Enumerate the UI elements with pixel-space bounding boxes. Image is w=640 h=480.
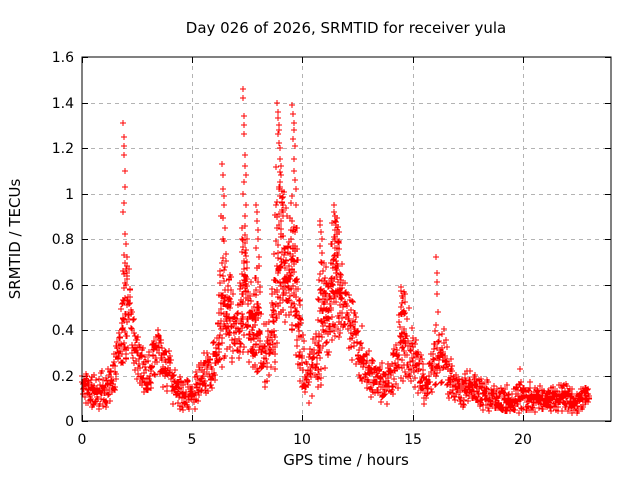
y-tick-label: 0.6 [52, 278, 74, 294]
y-tick-label: 1.4 [52, 96, 74, 112]
y-tick-label: 0 [65, 414, 74, 430]
grid-lines [83, 58, 610, 420]
x-tick-label: 0 [78, 432, 87, 448]
x-tick-label: 20 [514, 432, 532, 448]
x-tick-label: 10 [293, 432, 311, 448]
y-tick-label: 0.2 [52, 369, 74, 385]
plot-border [81, 56, 612, 422]
y-tick-label: 0.4 [52, 323, 74, 339]
x-tick-label: 5 [188, 432, 197, 448]
chart-title: Day 026 of 2026, SRMTID for receiver yul… [186, 19, 506, 37]
y-tick-label: 1.6 [52, 50, 74, 66]
scatter-points [79, 86, 592, 416]
y-tick-label: 1 [65, 187, 74, 203]
x-axis-label: GPS time / hours [283, 451, 409, 469]
x-tick-label: 15 [404, 432, 422, 448]
y-axis-label: SRMTID / TECUs [6, 179, 24, 300]
y-tick-label: 0.8 [52, 232, 74, 248]
x-tick-labels: 0 5 10 15 20 [78, 432, 532, 448]
y-tick-label: 1.2 [52, 141, 74, 157]
y-tick-labels: 0 0.2 0.4 0.6 0.8 1 1.2 1.4 1.6 [52, 50, 74, 430]
